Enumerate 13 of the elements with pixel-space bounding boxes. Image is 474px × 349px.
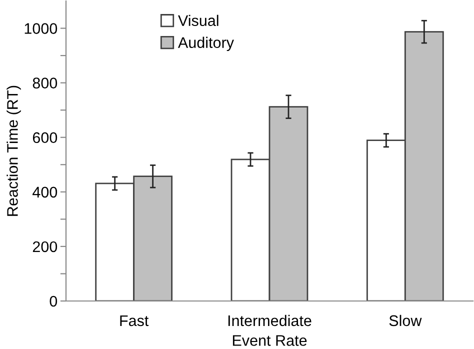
y-tick-label: 200	[32, 241, 58, 252]
x-tick-label: Intermediate	[228, 314, 312, 326]
x-tick-label: Slow	[389, 314, 422, 326]
y-tick-label: 800	[32, 78, 58, 89]
x-axis-title: Event Rate	[232, 335, 307, 346]
legend-label: Visual	[178, 14, 218, 26]
y-axis-title: Reaction Time (RT)	[6, 86, 21, 216]
x-tick-label: Fast	[120, 315, 149, 326]
y-tick-label: 600	[32, 132, 58, 144]
y-tick-label: 400	[32, 186, 58, 198]
y-tick-label: 0	[50, 296, 58, 307]
legend-label: Auditory	[178, 36, 234, 52]
y-tick-label: 1000	[24, 23, 58, 34]
